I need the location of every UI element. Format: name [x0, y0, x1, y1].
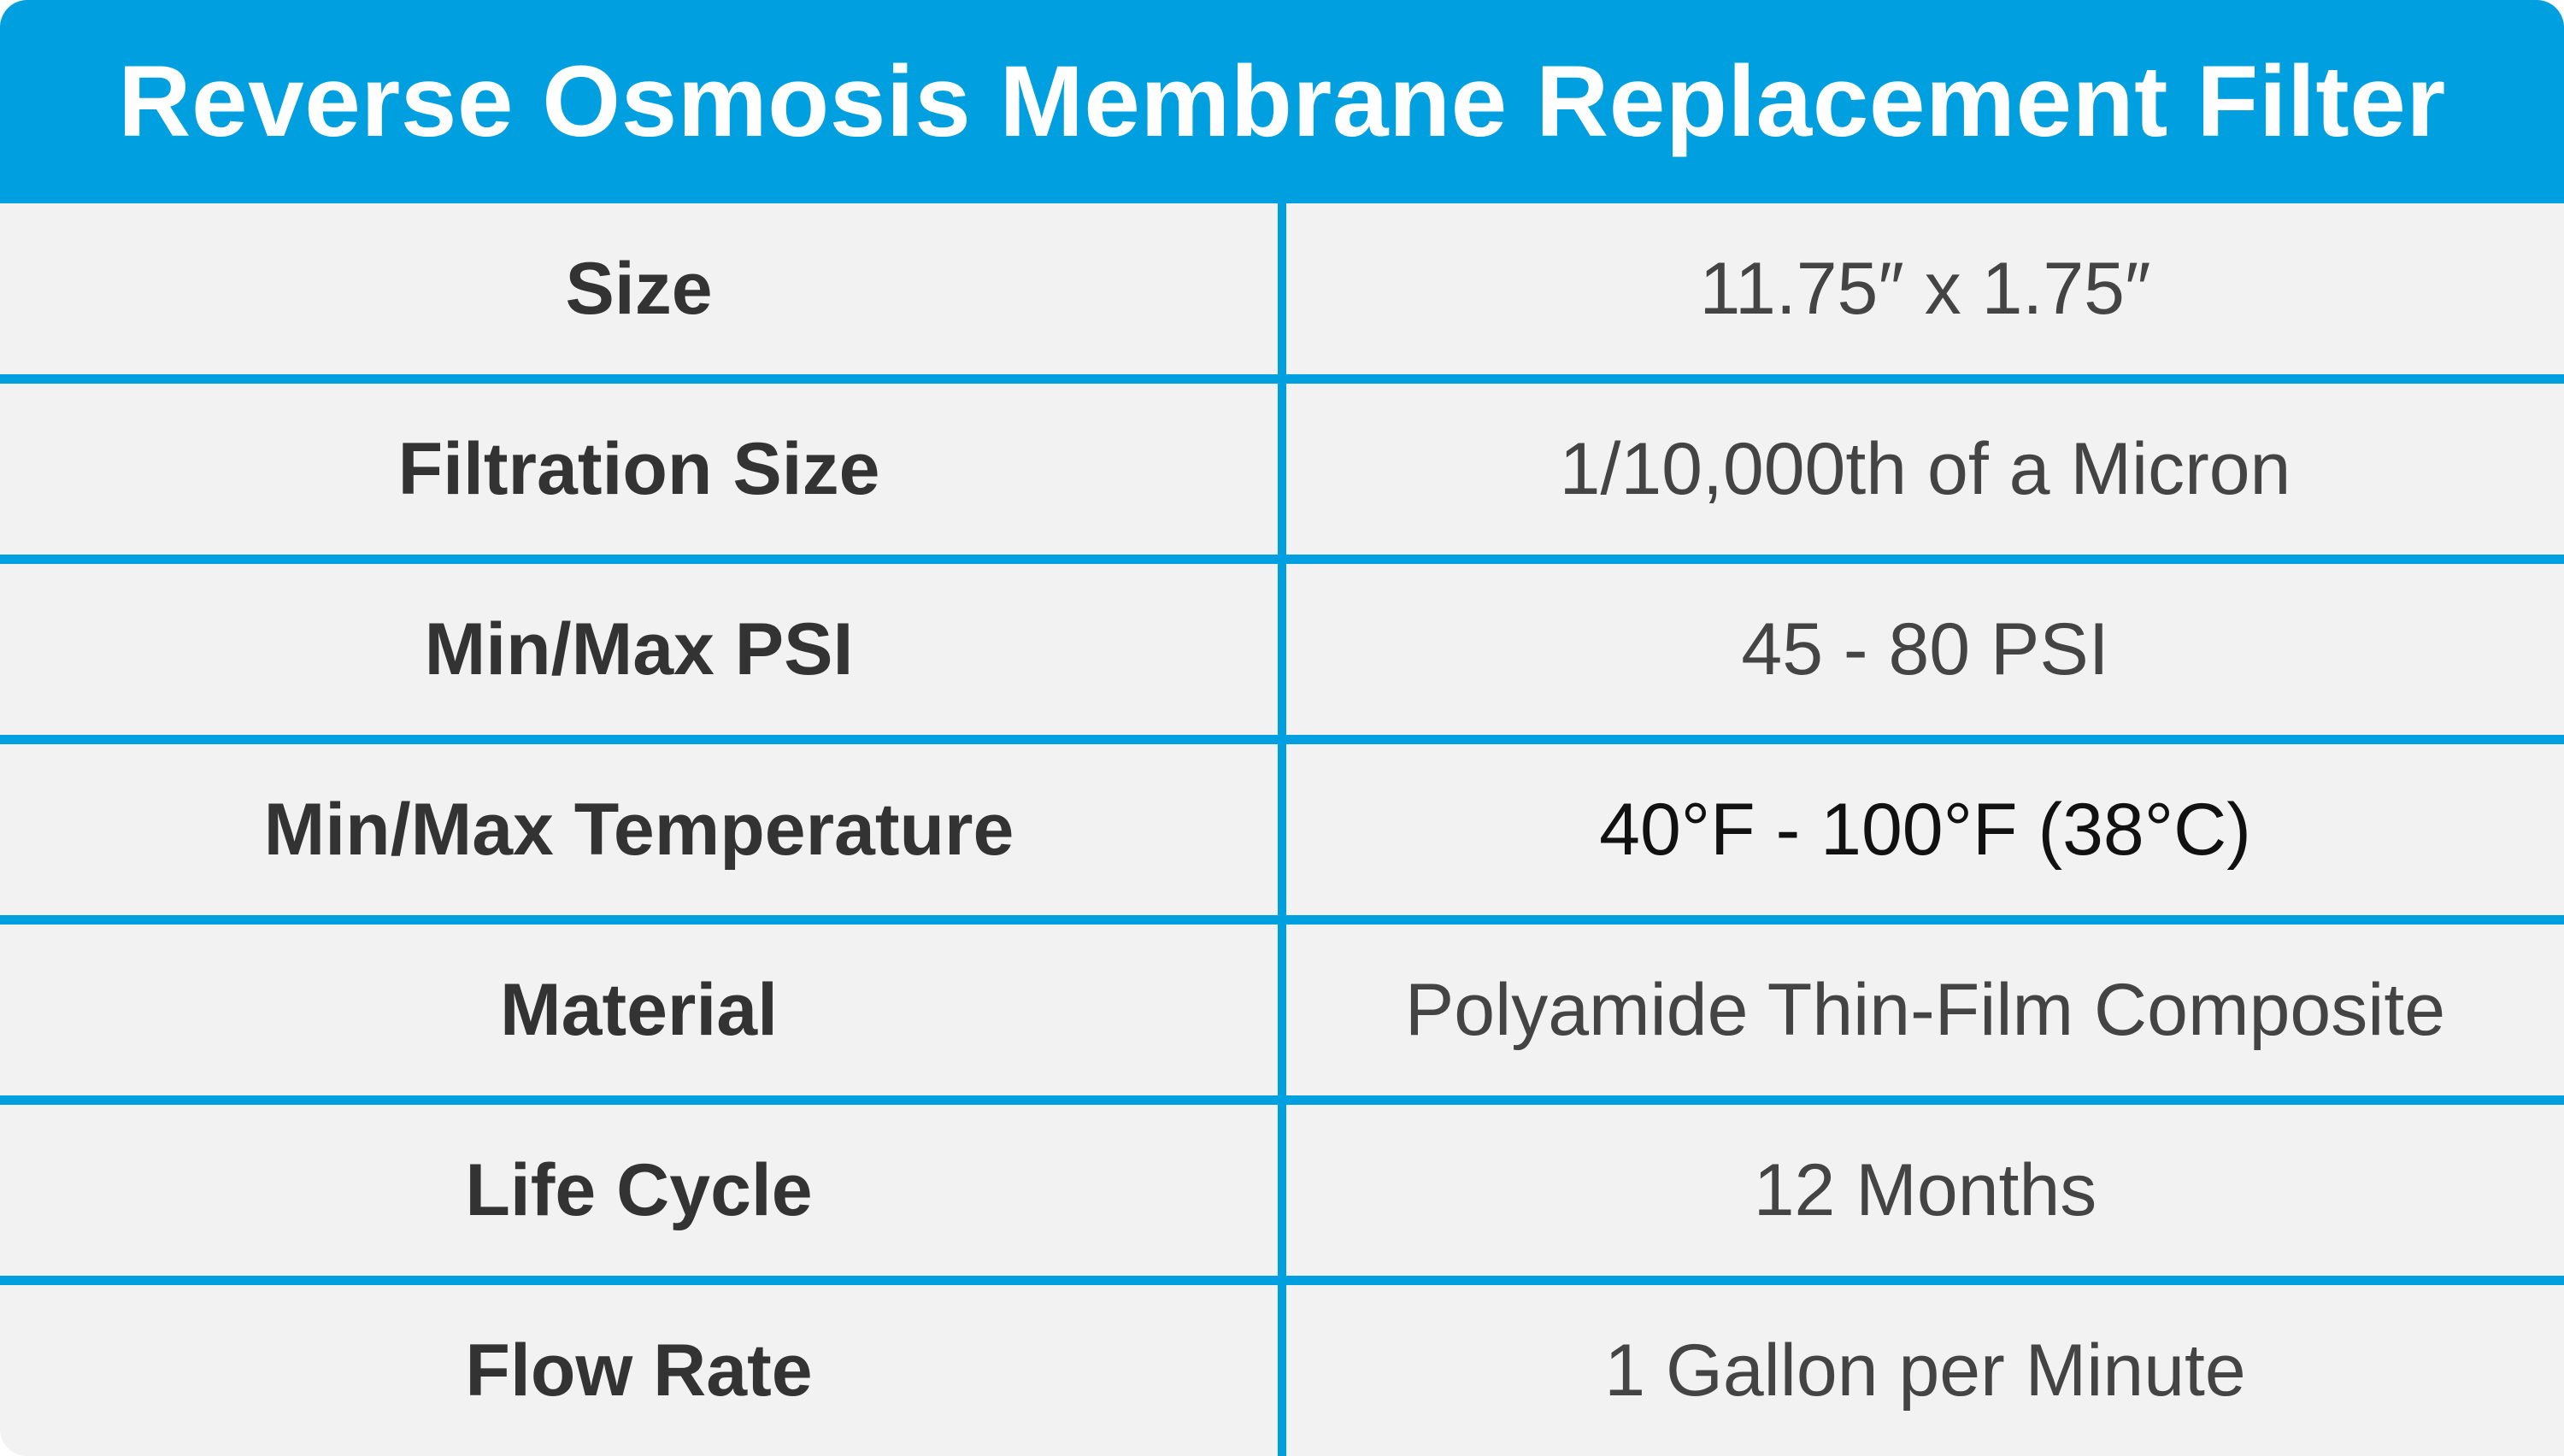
spec-label-size: Size — [565, 247, 713, 330]
table-row: Min/Max Temperature 40°F - 100°F (38°C) — [0, 744, 2564, 915]
spec-label-temperature: Min/Max Temperature — [263, 788, 1014, 871]
spec-label-material: Material — [499, 968, 779, 1051]
table-row: Filtration Size 1/10,000th of a Micron — [0, 384, 2564, 555]
column-divider — [1278, 384, 1286, 555]
spec-value-flow-rate: 1 Gallon per Minute — [1604, 1329, 2246, 1412]
column-divider — [1278, 744, 1286, 915]
spec-value-filtration-size: 1/10,000th of a Micron — [1559, 427, 2291, 510]
spec-label-flow-rate: Flow Rate — [465, 1329, 813, 1412]
spec-label-filtration-size: Filtration Size — [397, 427, 880, 510]
spec-table: Size 11.75″ x 1.75″ Filtration Size 1/10… — [0, 203, 2564, 1456]
row-divider — [0, 1095, 2564, 1105]
column-divider — [1278, 925, 1286, 1095]
table-row: Size 11.75″ x 1.75″ — [0, 203, 2564, 374]
spec-label-life-cycle: Life Cycle — [465, 1148, 813, 1231]
spec-value-material: Polyamide Thin-Film Composite — [1404, 968, 2446, 1051]
column-divider — [1278, 564, 1286, 735]
row-divider — [0, 374, 2564, 384]
header-banner: Reverse Osmosis Membrane Replacement Fil… — [0, 0, 2564, 203]
spec-value-psi: 45 - 80 PSI — [1741, 608, 2109, 690]
page-title: Reverse Osmosis Membrane Replacement Fil… — [118, 45, 2446, 158]
table-row: Flow Rate 1 Gallon per Minute — [0, 1285, 2564, 1456]
spec-value-temperature: 40°F - 100°F (38°C) — [1599, 788, 2251, 871]
row-divider — [0, 555, 2564, 564]
row-divider — [0, 1276, 2564, 1285]
spec-label-psi: Min/Max PSI — [424, 608, 854, 690]
row-divider — [0, 915, 2564, 925]
table-row: Material Polyamide Thin-Film Composite — [0, 925, 2564, 1095]
spec-value-life-cycle: 12 Months — [1753, 1148, 2097, 1231]
column-divider — [1278, 203, 1286, 374]
column-divider — [1278, 1105, 1286, 1276]
row-divider — [0, 735, 2564, 744]
table-row: Min/Max PSI 45 - 80 PSI — [0, 564, 2564, 735]
column-divider — [1278, 1285, 1286, 1456]
spec-value-size: 11.75″ x 1.75″ — [1699, 247, 2151, 330]
table-row: Life Cycle 12 Months — [0, 1105, 2564, 1276]
